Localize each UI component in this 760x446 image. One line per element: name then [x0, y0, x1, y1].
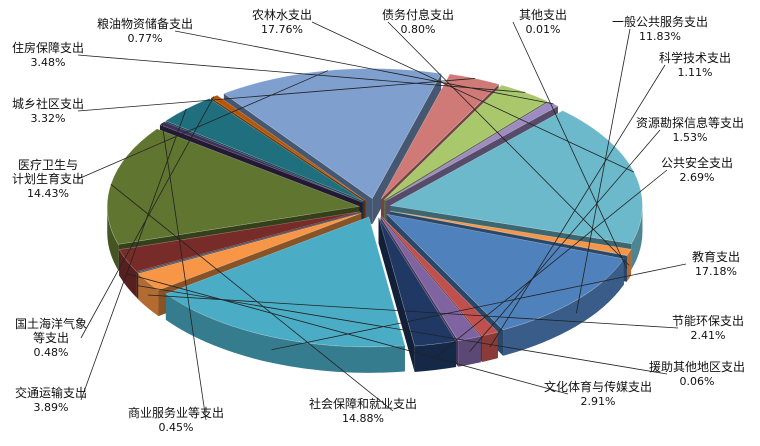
- slice-7: [118, 211, 361, 272]
- leader-line-7: [126, 273, 569, 395]
- slice-wall-16-0: [631, 205, 643, 270]
- slice-label-13: 城乡社区支出 3.32%: [12, 96, 84, 125]
- slice-label-3: 公共安全支出 2.69%: [661, 155, 733, 184]
- slice-label-9: 商业服务业等支出 0.45%: [128, 405, 224, 434]
- leader-line-1: [489, 64, 666, 348]
- leader-line-16: [311, 21, 635, 173]
- slice-value-9: 0.45%: [159, 421, 194, 434]
- slice-1: [381, 216, 499, 337]
- leader-line-5: [147, 294, 679, 329]
- leader-line-15: [174, 30, 554, 105]
- slice-value-6: 0.06%: [680, 375, 715, 388]
- slice-wall-0-0: [503, 258, 624, 356]
- slice-11: [210, 94, 366, 201]
- slice-value-1: 1.11%: [678, 66, 713, 79]
- slice-5: [137, 212, 362, 291]
- slice-label-14: 住房保障支出 3.48%: [12, 40, 84, 69]
- slice-value-15: 0.77%: [128, 32, 163, 45]
- slice-value-8: 14.88%: [342, 412, 384, 425]
- slice-radial-face-3-1: [378, 217, 415, 373]
- slice-label-0: 一般公共服务支出 11.83%: [612, 14, 708, 43]
- slice-label-15: 粮油物资储备支出 0.77%: [97, 16, 193, 45]
- leader-line-8: [110, 183, 394, 412]
- slice-label-11: 国土海洋气象等支出 0.48%: [15, 316, 87, 359]
- slice-value-11: 0.48%: [34, 346, 69, 359]
- slice-8: [106, 128, 361, 245]
- slice-4: [165, 216, 406, 348]
- slice-label-10: 交通运输支出 3.89%: [15, 385, 87, 414]
- leader-line-14: [77, 54, 526, 93]
- slice-value-0: 11.83%: [639, 30, 681, 43]
- leader-line-10: [80, 108, 187, 401]
- leader-line-12: [77, 70, 329, 180]
- slice-wall-4-0: [165, 293, 405, 373]
- slice-2: [380, 216, 482, 342]
- slice-label-7: 文化体育与传媒支出 2.91%: [544, 379, 652, 408]
- leader-line-2: [469, 129, 661, 352]
- slice-wall-8-0: [107, 206, 119, 271]
- slice-value-17: 0.80%: [401, 23, 436, 36]
- slice-label-16: 农林水支出 17.76%: [252, 8, 312, 36]
- slice-9: [159, 121, 363, 203]
- slice-0: [386, 213, 625, 331]
- slice-label-17: 债务付息支出 0.80%: [382, 7, 454, 36]
- slice-label-18: 其他支出 0.01%: [519, 8, 567, 36]
- slice-value-7: 2.91%: [581, 395, 616, 408]
- slice-label-1: 科学技术支出 1.11%: [659, 50, 731, 79]
- slice-17: [390, 210, 632, 256]
- slice-label-2: 资源勘探信息等支出 1.53%: [636, 115, 744, 144]
- leader-lines: [77, 21, 687, 421]
- slice-value-2: 1.53%: [673, 131, 708, 144]
- slice-value-5: 2.41%: [691, 329, 726, 342]
- slice-label-6: 援助其他地区支出 0.06%: [649, 360, 745, 388]
- leader-line-9: [161, 123, 207, 421]
- slice-value-12: 14.43%: [27, 187, 69, 200]
- slice-value-3: 2.69%: [680, 171, 715, 184]
- slice-value-10: 3.89%: [34, 401, 69, 414]
- leader-line-0: [575, 28, 631, 314]
- slice-value-4: 17.18%: [695, 265, 737, 278]
- slice-value-16: 17.76%: [261, 23, 303, 36]
- leader-line-18: [512, 21, 628, 269]
- leader-line-17: [387, 21, 630, 266]
- slice-value-13: 3.32%: [31, 112, 66, 125]
- slice-wall-7-0: [119, 249, 137, 298]
- leader-line-11: [80, 96, 215, 339]
- slice-15: [385, 101, 559, 202]
- leader-line-3: [435, 169, 668, 358]
- slice-label-4: 教育支出 17.18%: [692, 249, 740, 278]
- slice-label-12: 医疗卫生与计划生育支出 14.43%: [12, 158, 84, 200]
- slice-radial-face-5-1: [138, 213, 362, 300]
- slice-18: [389, 210, 628, 257]
- slice-value-18: 0.01%: [526, 23, 561, 36]
- pie-slices: [106, 68, 643, 348]
- slice-value-14: 3.48%: [31, 56, 66, 69]
- slice-6: [136, 212, 361, 274]
- slice-3: [378, 217, 457, 347]
- slice-label-5: 节能环保支出 2.41%: [672, 314, 744, 342]
- slice-labels: 一般公共服务支出 11.83% 科学技术支出 1.11% 资源勘探信息等支出 1.53% 公…: [12, 7, 745, 434]
- leader-line-13: [77, 78, 475, 112]
- slice-label-8: 社会保障和就业支出 14.88%: [309, 396, 417, 425]
- leader-line-4: [271, 263, 687, 351]
